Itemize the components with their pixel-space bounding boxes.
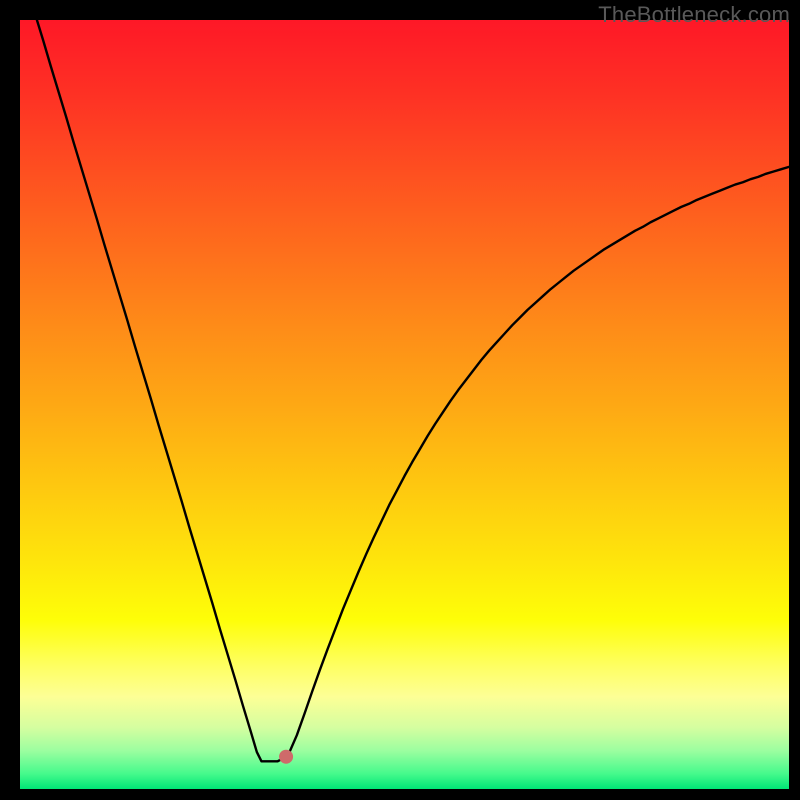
bottleneck-chart: TheBottleneck.com xyxy=(0,0,800,800)
chart-canvas xyxy=(0,0,800,800)
plot-background xyxy=(20,20,789,789)
watermark-label: TheBottleneck.com xyxy=(598,2,790,28)
selected-point-marker xyxy=(279,750,293,764)
